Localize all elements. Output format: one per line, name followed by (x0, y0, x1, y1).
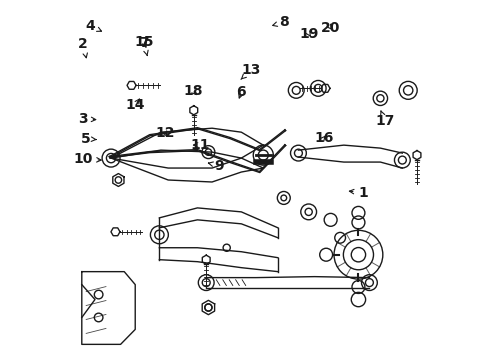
Text: 7: 7 (139, 36, 148, 55)
Text: 19: 19 (299, 27, 318, 41)
Text: 8: 8 (272, 15, 289, 29)
Text: 11: 11 (191, 138, 210, 152)
Text: 6: 6 (237, 85, 246, 99)
Text: 17: 17 (375, 111, 394, 128)
Text: 20: 20 (320, 21, 340, 35)
Text: 16: 16 (314, 131, 334, 145)
Text: 1: 1 (349, 185, 368, 199)
Text: 14: 14 (126, 98, 146, 112)
Text: 3: 3 (78, 112, 96, 126)
Text: 12: 12 (156, 126, 175, 140)
Text: 2: 2 (78, 37, 88, 58)
Text: 15: 15 (134, 35, 154, 49)
Text: 5: 5 (80, 132, 96, 146)
Text: 9: 9 (208, 159, 224, 173)
Text: 4: 4 (85, 19, 101, 33)
Text: 13: 13 (241, 63, 261, 79)
Text: 18: 18 (183, 84, 203, 98)
Text: 10: 10 (73, 152, 101, 166)
